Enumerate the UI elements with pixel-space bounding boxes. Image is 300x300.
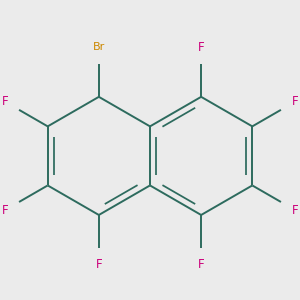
Text: F: F [198,41,205,54]
Text: F: F [198,258,205,271]
Text: F: F [292,95,298,108]
Text: F: F [95,258,102,271]
Text: F: F [292,204,298,217]
Text: Br: Br [93,42,105,52]
Text: F: F [2,95,8,108]
Text: F: F [2,204,8,217]
